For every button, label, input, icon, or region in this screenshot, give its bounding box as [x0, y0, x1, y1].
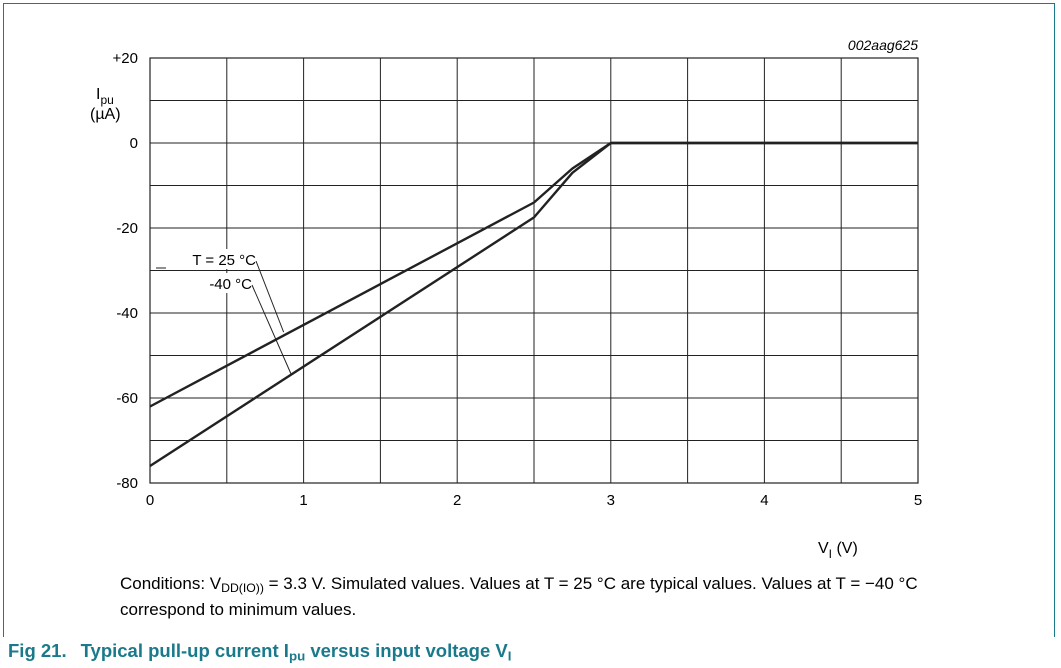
plot-border	[149, 57, 919, 484]
x-axis-unit: (V)	[836, 540, 857, 557]
annotation-bg	[166, 249, 258, 269]
conditions-prefix: Conditions: V	[120, 574, 222, 593]
y-tick-label: -20	[116, 220, 138, 237]
y-axis-label-sub: pu	[100, 93, 113, 107]
x-tick-label: 2	[453, 492, 461, 509]
y-axis-label: Ipu	[96, 86, 114, 107]
y-tick-label: -80	[116, 475, 138, 492]
y-tick-label: 0	[130, 135, 138, 152]
y-tick-label: -60	[116, 390, 138, 407]
x-tick-label: 5	[914, 492, 922, 509]
annotation-label: -40 °C	[209, 276, 252, 293]
x-tick-label: 4	[760, 492, 768, 509]
y-tick-label: +20	[113, 50, 138, 67]
caption-fig-label: Fig 21.	[8, 640, 67, 661]
y-tick-label: -40	[116, 305, 138, 322]
conditions-sub: DD(IO))	[221, 581, 264, 596]
conditions-rest: = 3.3 V. Simulated values. Values at T =…	[120, 574, 918, 620]
annotation-leader	[251, 284, 292, 375]
chart-series	[149, 141, 918, 468]
figure-caption: Fig 21. Typical pull-up current Ipu versu…	[8, 640, 511, 663]
conditions-note: Conditions: VDD(IO)) = 3.3 V. Simulated …	[120, 573, 940, 620]
x-axis-label-sub: I	[829, 547, 832, 560]
x-axis-label: VI (V)	[818, 540, 858, 560]
x-tick-label: 0	[146, 492, 154, 509]
figure-id: 002aag625	[848, 37, 918, 53]
series-line-tminus40	[149, 141, 918, 468]
annotation-leader	[255, 260, 285, 333]
y-axis-unit: (µA)	[90, 106, 121, 123]
y-axis-label-main: I	[96, 86, 100, 103]
chart-grid	[149, 57, 919, 484]
figure-frame	[3, 3, 1055, 637]
annotation-label: T = 25 °C	[192, 252, 256, 269]
caption-text-a: Typical pull-up current I	[80, 640, 289, 661]
caption-text-b: versus input voltage V	[305, 640, 508, 661]
caption-sub-b: I	[507, 648, 512, 664]
chart-annotations: T = 25 °C -40 °C	[156, 249, 292, 375]
x-tick-label: 1	[299, 492, 307, 509]
x-axis-label-main: V	[818, 540, 829, 557]
x-tick-label: 3	[607, 492, 615, 509]
chart: +20 0 -20 -40 -60 -80 0 1 2 3 4 5 T = 25 °C -40 °C 0…	[90, 37, 923, 560]
chart-ticks: +20 0 -20 -40 -60 -80 0 1 2 3 4 5	[113, 50, 923, 509]
caption-sub-a: pu	[288, 648, 306, 664]
annotation-bg	[194, 273, 254, 293]
